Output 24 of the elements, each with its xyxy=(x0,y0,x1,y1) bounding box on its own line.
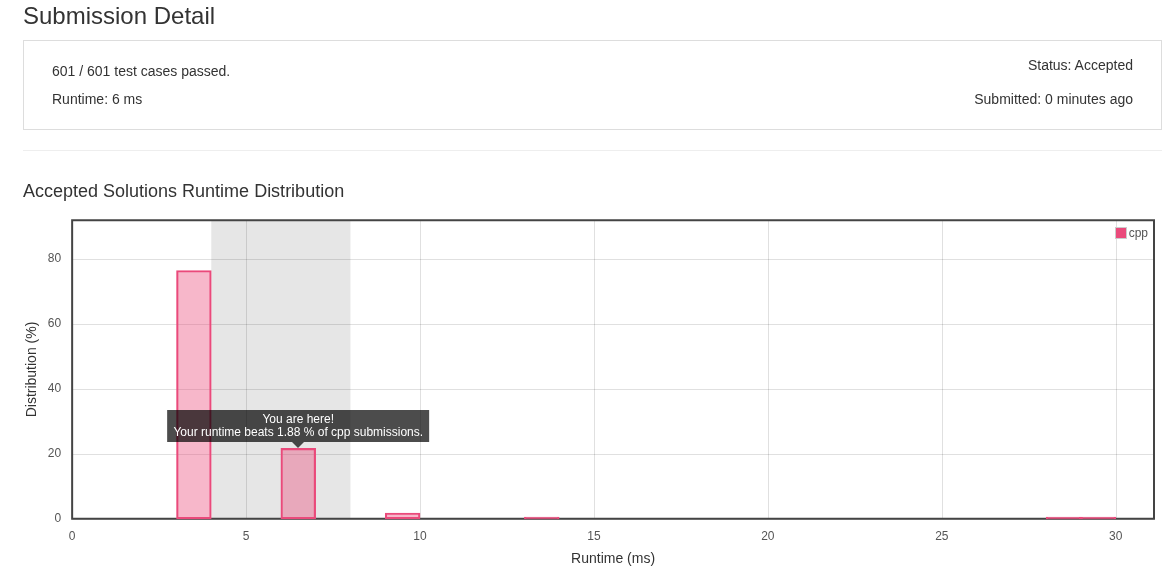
text: 601 / 601 test cases passed. xyxy=(52,63,231,79)
x-tick-label: 15 xyxy=(587,529,601,544)
annotation: You are here! Your runtime beats 1.88 % of cpp submissions. xyxy=(167,410,430,443)
y-tick-label: 60 xyxy=(47,316,62,331)
bar xyxy=(384,512,421,520)
y-axis-title: Distribution (%) xyxy=(23,321,40,418)
text: Submitted: 0 minutes ago xyxy=(974,91,1133,107)
x-tick-label: 10 xyxy=(413,529,427,544)
y-tick-label: 80 xyxy=(47,251,62,266)
x-tick-label: 25 xyxy=(935,529,949,544)
y-tick-label: 40 xyxy=(47,381,62,396)
x-tick-label: 30 xyxy=(1109,529,1123,544)
chart-title: Accepted Solutions Runtime Distribution xyxy=(23,181,345,202)
bar xyxy=(280,448,316,520)
y-tick-label: 0 xyxy=(54,511,62,526)
x-tick-label: 0 xyxy=(68,529,76,544)
x-axis-title: Runtime (ms) xyxy=(571,550,656,567)
text: Submission Detail xyxy=(23,2,216,30)
legend-label: cpp xyxy=(1128,226,1148,241)
text: Runtime: 6 ms xyxy=(52,91,143,107)
x-tick-label: 5 xyxy=(242,529,250,544)
y-tick-label: 20 xyxy=(47,446,62,461)
x-tick-label: 20 xyxy=(761,529,775,544)
text: Status: Accepted xyxy=(1027,57,1133,73)
